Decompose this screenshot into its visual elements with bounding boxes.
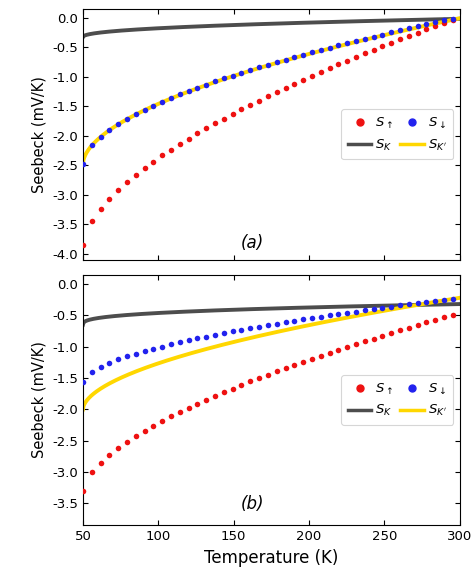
X-axis label: Temperature (K): Temperature (K) xyxy=(204,549,338,567)
Legend: $S_{\uparrow}$, $S_{K}$, $S_{\downarrow}$, $S_{K'}$: $S_{\uparrow}$, $S_{K}$, $S_{\downarrow}… xyxy=(341,375,453,425)
Y-axis label: Seebeck (mV/K): Seebeck (mV/K) xyxy=(32,76,46,193)
Legend: $S_{\uparrow}$, $S_{K}$, $S_{\downarrow}$, $S_{K'}$: $S_{\uparrow}$, $S_{K}$, $S_{\downarrow}… xyxy=(341,109,453,159)
Text: (a): (a) xyxy=(241,234,264,252)
Y-axis label: Seebeck (mV/K): Seebeck (mV/K) xyxy=(32,342,46,458)
Text: (b): (b) xyxy=(241,495,264,513)
